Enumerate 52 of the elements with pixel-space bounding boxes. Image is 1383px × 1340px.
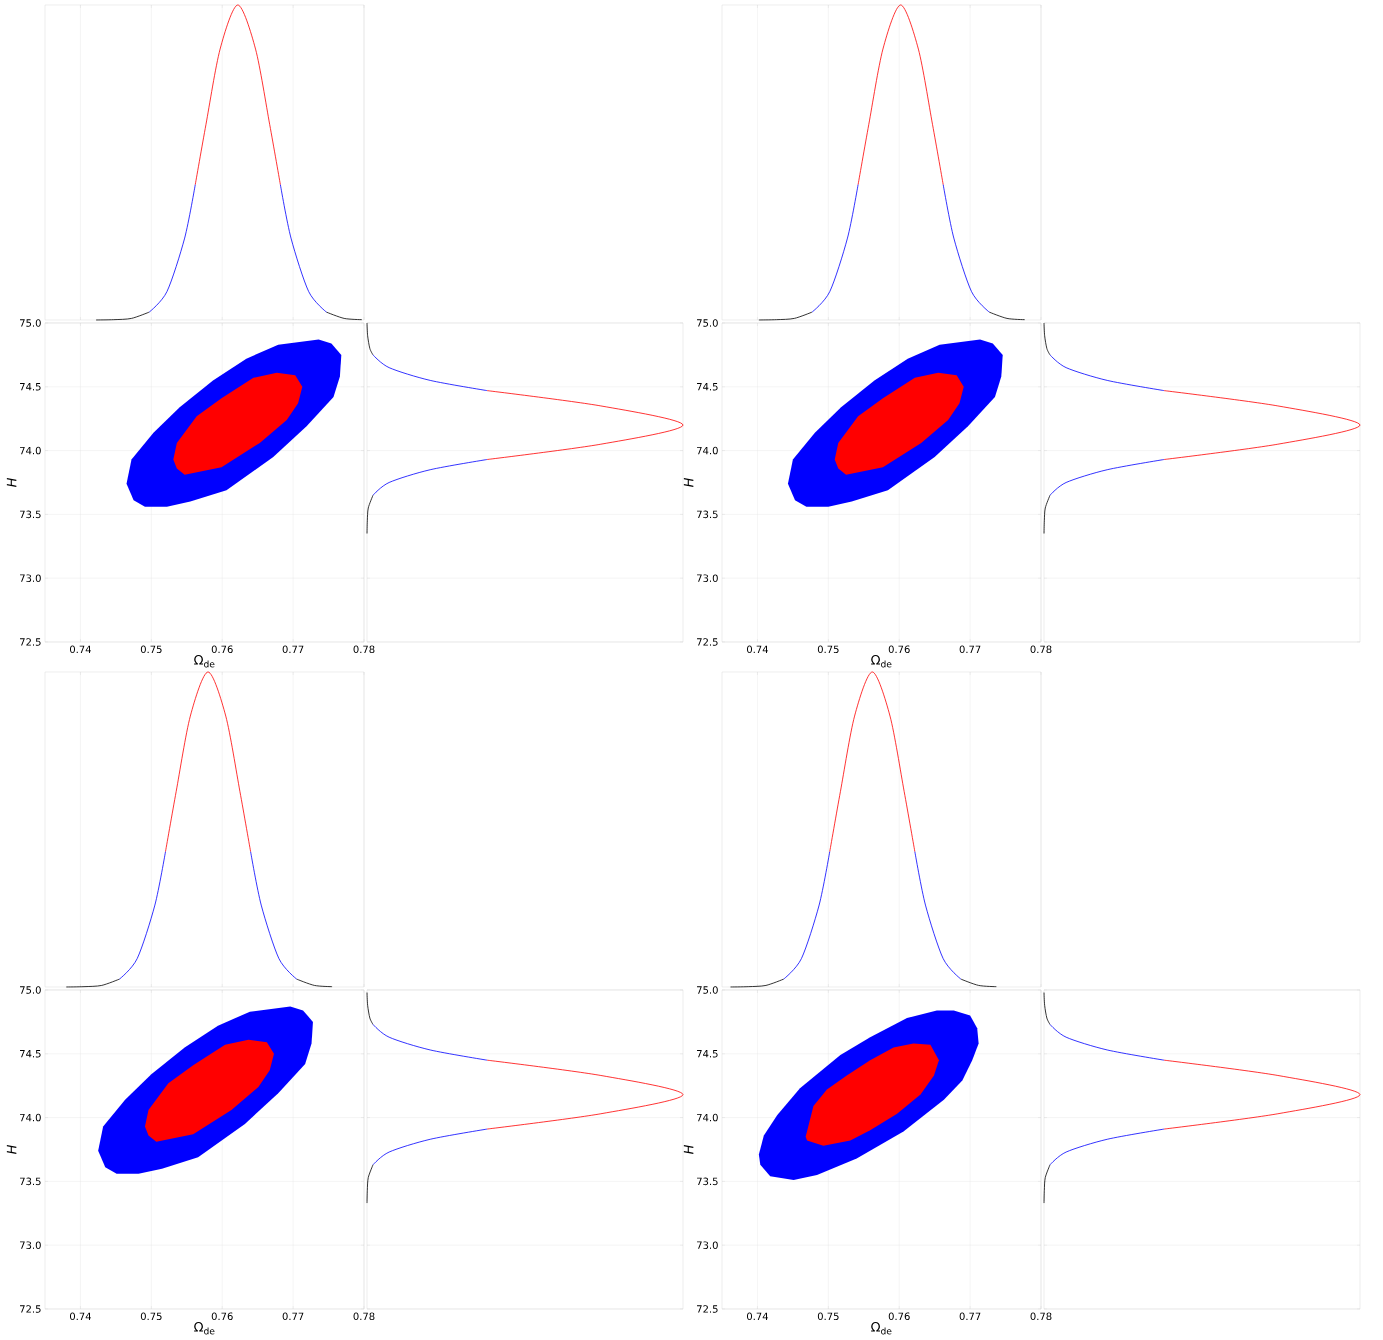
x-tick-label: 0.74 [746,645,769,654]
y-tick-label: 75.0 [697,319,718,327]
y-tick-label: 72.5 [20,638,41,646]
y-tick-label: 73.5 [20,1177,41,1186]
x-tick-label: 0.78 [353,1312,375,1321]
y-tick-label: 72.5 [697,1305,718,1313]
y-tick-label: 73.5 [697,510,718,519]
x-tick-label: 0.78 [353,645,375,654]
y-tick-label: 75.0 [20,986,41,994]
y-tick-label: 73.0 [697,1241,718,1249]
y-axis-title: H [683,477,694,488]
x-tick-label: 0.77 [282,1312,304,1321]
y-tick-label: 75.0 [697,986,718,994]
y-tick-label: 73.5 [697,1177,718,1186]
y-tick-label: 74.0 [697,1113,718,1122]
x-tick-label: 0.76 [888,645,910,654]
x-tick-label: 0.76 [888,1312,910,1321]
x-axis-title: Ω$_{de}$ [871,1321,892,1335]
y-tick-label: 74.0 [20,1113,41,1122]
y-axis-title: H [683,1144,694,1155]
x-tick-label: 0.76 [211,1312,233,1321]
y-tick-label: 74.5 [20,1050,41,1058]
x-tick-label: 0.77 [959,1312,981,1321]
x-axis-title: Ω$_{de}$ [871,654,892,668]
y-tick-label: 74.5 [697,1050,718,1058]
y-tick-label: 73.0 [20,574,41,582]
y-tick-label: 73.5 [20,510,41,519]
y-tick-label: 74.5 [697,383,718,391]
x-tick-label: 0.77 [282,645,304,654]
x-tick-label: 0.74 [746,1312,769,1321]
y-tick-label: 74.5 [20,383,41,391]
x-tick-label: 0.74 [69,1312,92,1321]
x-tick-label: 0.75 [817,1312,839,1321]
x-tick-label: 0.76 [211,645,233,654]
y-tick-label: 72.5 [20,1305,41,1313]
y-tick-label: 75.0 [20,319,41,327]
x-axis-title: Ω$_{de}$ [194,1321,215,1335]
y-tick-label: 74.0 [20,446,41,455]
y-axis-title: H [6,477,17,488]
y-tick-label: 73.0 [20,1241,41,1249]
x-tick-label: 0.75 [140,1312,162,1321]
x-tick-label: 0.78 [1030,1312,1052,1321]
x-tick-label: 0.75 [817,645,839,654]
x-tick-label: 0.77 [959,645,981,654]
y-axis-title: H [6,1144,17,1155]
x-axis-title: Ω$_{de}$ [194,654,215,668]
x-tick-label: 0.74 [69,645,92,654]
x-tick-label: 0.75 [140,645,162,654]
y-tick-label: 73.0 [697,574,718,582]
x-tick-label: 0.78 [1030,645,1052,654]
y-tick-label: 74.0 [697,446,718,455]
y-tick-label: 72.5 [697,638,718,646]
